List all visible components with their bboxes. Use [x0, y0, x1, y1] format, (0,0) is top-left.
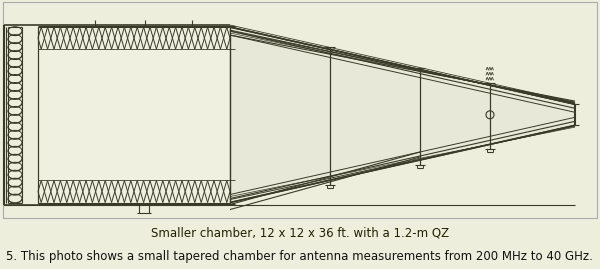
Text: 5. This photo shows a small tapered chamber for antenna measurements from 200 MH: 5. This photo shows a small tapered cham… [6, 250, 593, 263]
FancyBboxPatch shape [38, 27, 230, 203]
Text: Smaller chamber, 12 x 12 x 36 ft. with a 1.2-m QZ: Smaller chamber, 12 x 12 x 36 ft. with a… [151, 226, 449, 239]
Polygon shape [230, 27, 575, 203]
FancyBboxPatch shape [3, 2, 597, 218]
